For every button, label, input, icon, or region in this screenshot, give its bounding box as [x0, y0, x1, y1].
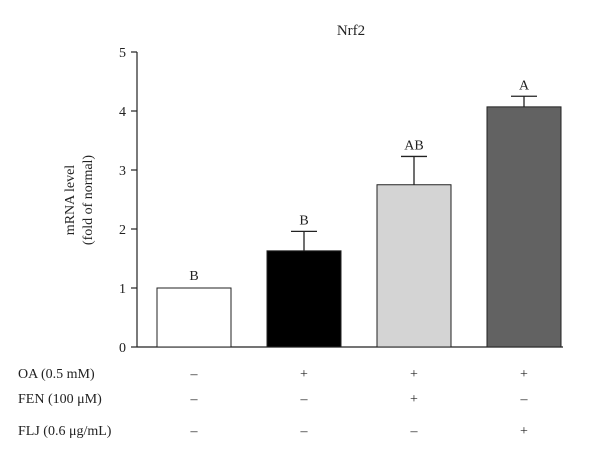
- y-axis-label-line-2: (fold of normal): [81, 155, 96, 246]
- treatment-sign: +: [520, 367, 528, 382]
- bar: [266, 250, 342, 348]
- chart-title: Nrf2: [337, 23, 365, 39]
- treatment-sign: +: [520, 424, 528, 439]
- treatment-sign: –: [190, 367, 199, 382]
- y-tick-label: 5: [119, 46, 126, 61]
- y-tick-label: 4: [119, 105, 126, 120]
- treatment-sign: –: [190, 424, 199, 439]
- bar: [486, 106, 562, 348]
- treatment-label: FLJ (0.6 μg/mL): [18, 424, 112, 439]
- y-tick-label: 1: [119, 282, 126, 297]
- treatment-sign: –: [300, 392, 309, 407]
- y-ticks: 0 1 2 3 4 5: [119, 46, 137, 356]
- y-tick-label: 2: [119, 223, 126, 238]
- significance-letter: A: [519, 78, 530, 93]
- treatment-sign: –: [410, 424, 419, 439]
- bar: [156, 287, 232, 348]
- treatment-sign: –: [300, 424, 309, 439]
- bar: [376, 184, 452, 348]
- treatment-sign: +: [300, 367, 308, 382]
- y-tick-label: 0: [119, 341, 126, 356]
- treatment-sign: –: [520, 392, 529, 407]
- y-axis-label-line-1: mRNA level: [63, 165, 78, 235]
- treatment-table: OA (0.5 mM) – + + + FEN (100 μM) – – + – FLJ (0.6 …: [18, 367, 529, 439]
- treatment-sign: –: [190, 392, 199, 407]
- treatment-sign: +: [410, 367, 418, 382]
- significance-letter: B: [299, 213, 308, 228]
- treatment-sign: +: [410, 392, 418, 407]
- y-axis-label: mRNA level (fold of normal): [63, 155, 96, 246]
- bars: B B AB A: [156, 78, 562, 348]
- significance-letter: AB: [404, 138, 423, 153]
- y-tick-label: 3: [119, 164, 126, 179]
- treatment-label: FEN (100 μM): [18, 392, 102, 407]
- treatment-label: OA (0.5 mM): [18, 367, 95, 382]
- significance-letter: B: [189, 269, 198, 284]
